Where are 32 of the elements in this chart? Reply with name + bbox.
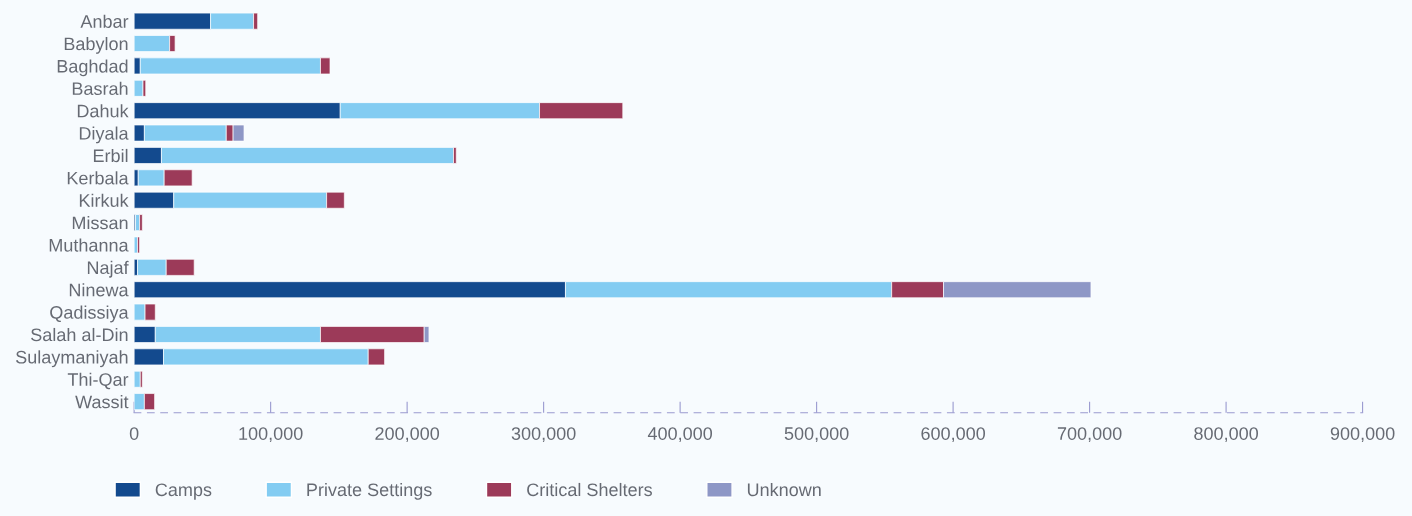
- legend-label: Camps: [155, 483, 212, 500]
- x-tick-label: 200,000: [375, 427, 440, 443]
- y-tick-label: Thi-Qar: [67, 372, 129, 390]
- x-tick-label: 0: [129, 427, 139, 440]
- y-tick-label: Ninewa: [69, 283, 129, 297]
- x-tick-label: 600,000: [921, 427, 986, 443]
- y-tick-label: Najaf: [87, 260, 129, 278]
- y-tick-label: Anbar: [80, 14, 129, 28]
- y-tick-label: Baghdad: [57, 59, 128, 77]
- y-tick-label: Wassit: [75, 395, 129, 409]
- y-tick-label: Kerbala: [67, 171, 129, 185]
- x-tick-label: 300,000: [511, 427, 576, 443]
- y-tick-label: Muthanna: [49, 238, 129, 252]
- x-tick-label: 400,000: [647, 427, 713, 443]
- y-tick-label: Qadissiya: [50, 305, 129, 323]
- y-tick-label: Babylon: [64, 37, 128, 54]
- y-tick-label: Erbil: [93, 148, 128, 163]
- x-tick-label: 900,000: [1330, 427, 1395, 443]
- x-tick-label: 500,000: [784, 427, 849, 443]
- y-tick-label: Salah al-Din: [31, 327, 128, 342]
- y-tick-label: Missan: [72, 216, 128, 230]
- legend-label: Critical Shelters: [527, 482, 652, 497]
- legend-label: Unknown: [747, 482, 821, 497]
- y-tick-label: Kirkuk: [79, 193, 129, 207]
- x-tick-label: 800,000: [1194, 427, 1259, 443]
- y-tick-label: Diyala: [79, 126, 129, 144]
- y-tick-label: Sulaymaniyah: [16, 350, 128, 368]
- y-tick-label: Dahuk: [77, 104, 129, 118]
- legend-label: Private Settings: [307, 482, 432, 500]
- x-tick-label: 100,000: [239, 427, 303, 443]
- y-tick-label: Basrah: [72, 81, 128, 96]
- x-tick-label: 700,000: [1057, 427, 1122, 443]
